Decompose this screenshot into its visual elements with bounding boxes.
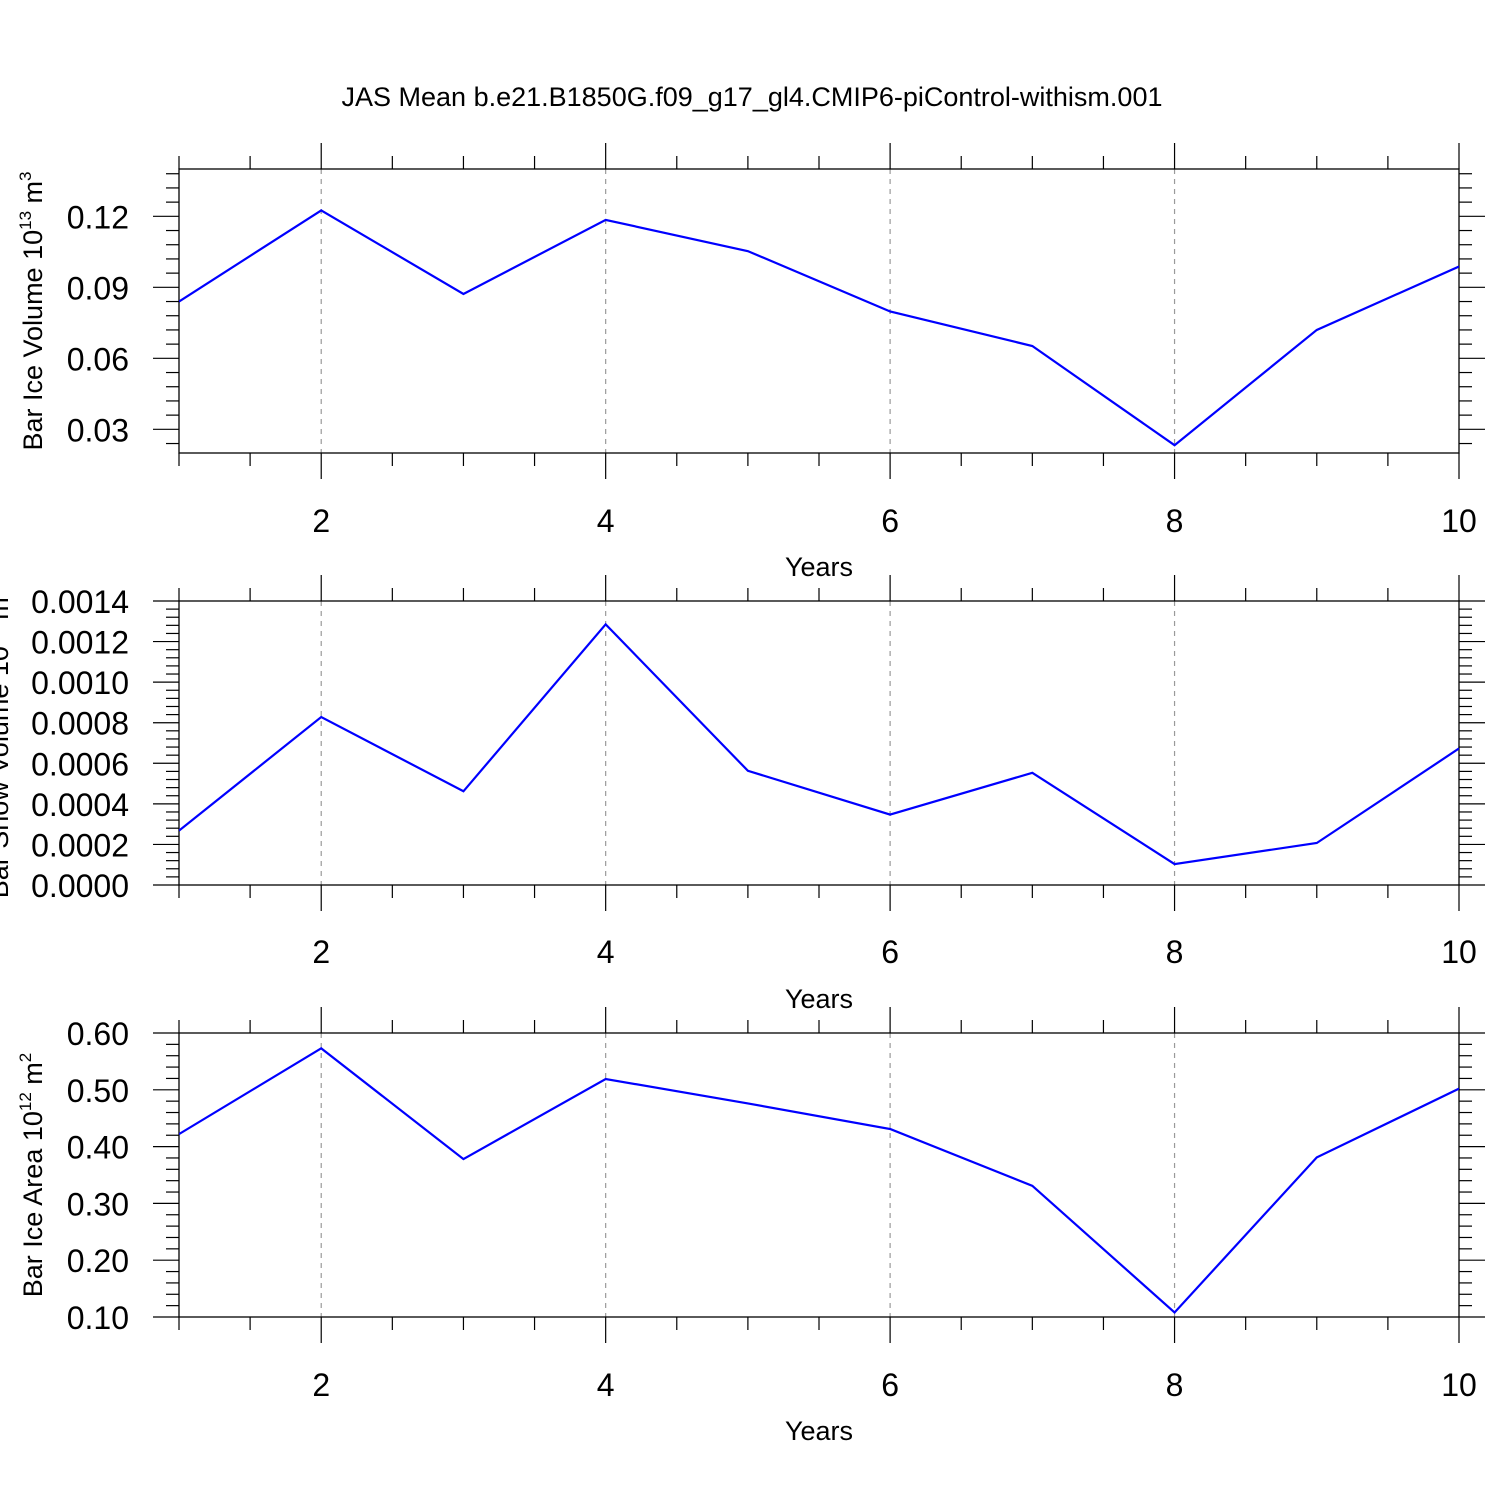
- x-tick-label: 2: [312, 1367, 330, 1403]
- y-tick-label: 0.60: [67, 1016, 129, 1052]
- y-tick-label: 0.09: [67, 270, 129, 306]
- x-tick-label: 6: [881, 934, 899, 970]
- panel-2: 2 4 6 8 10 0.0000 0.0002 0.0004 0.0006 0.0008 0.00…: [0, 575, 1485, 1014]
- y-tick-label: 0.06: [67, 341, 129, 377]
- y-tick-label: 0.03: [67, 412, 129, 448]
- y-tick-label: 0.0010: [31, 665, 129, 701]
- x-tick-label: 8: [1166, 934, 1184, 970]
- panel-3: 2 4 6 8 10 0.10 0.20 0.30 0.40 0.50 0.60 Years Bar I…: [16, 1007, 1485, 1446]
- y-tick-label: 0.0002: [31, 827, 129, 863]
- y-tick-label: 0.50: [67, 1073, 129, 1109]
- x-tick-label: 10: [1441, 934, 1477, 970]
- x-tick-label: 8: [1166, 503, 1184, 539]
- y-tick-label: 0.20: [67, 1243, 129, 1279]
- plot-frame: [178, 1032, 1460, 1318]
- plot-frame: [178, 168, 1460, 454]
- panel-1: 2 4 6 8 10 0.03 0.06 0.09 0.12 Years Bar Ice Volum…: [16, 143, 1485, 582]
- x-tick-label: 8: [1166, 1367, 1184, 1403]
- x-tick-label: 2: [312, 503, 330, 539]
- y-tick-label: 0.30: [67, 1186, 129, 1222]
- x-tick-label: 4: [597, 1367, 615, 1403]
- y-tick-label: 0.0012: [31, 625, 129, 661]
- y-tick-label: 0.0000: [31, 868, 129, 904]
- x-tick-label: 4: [597, 503, 615, 539]
- figure-title: JAS Mean b.e21.B1850G.f09_g17_gl4.CMIP6-…: [342, 82, 1163, 112]
- panels: 2 4 6 8 10 0.03 0.06 0.09 0.12 Years Bar Ice Volum…: [0, 143, 1485, 1446]
- x-tick-label: 6: [881, 1367, 899, 1403]
- y-tick-label: 0.0014: [31, 584, 129, 620]
- y-axis-label: Bar Ice Area 1012 m2: [16, 1053, 48, 1298]
- series-line: [179, 209, 1459, 447]
- series-line: [179, 1047, 1459, 1314]
- x-tick-label: 2: [312, 934, 330, 970]
- y-tick-label: 0.0006: [31, 746, 129, 782]
- y-tick-label: 0.10: [67, 1300, 129, 1336]
- y-tick-label: 0.40: [67, 1130, 129, 1166]
- x-tick-label: 10: [1441, 1367, 1477, 1403]
- x-tick-label: 4: [597, 934, 615, 970]
- y-tick-label: 0.0004: [31, 787, 129, 823]
- x-tick-label: 6: [881, 503, 899, 539]
- series-line: [179, 622, 1459, 866]
- y-tick-label: 0.0008: [31, 706, 129, 742]
- x-axis-label: Years: [785, 552, 853, 582]
- y-tick-label: 0.12: [67, 199, 129, 235]
- y-axis-label: Bar Ice Volume 1013 m3: [16, 171, 48, 450]
- x-axis-label: Years: [785, 1416, 853, 1446]
- x-tick-label: 10: [1441, 503, 1477, 539]
- x-axis-label: Years: [785, 984, 853, 1014]
- y-axis-label: Bar Snow Volume 1013 m3: [0, 588, 14, 899]
